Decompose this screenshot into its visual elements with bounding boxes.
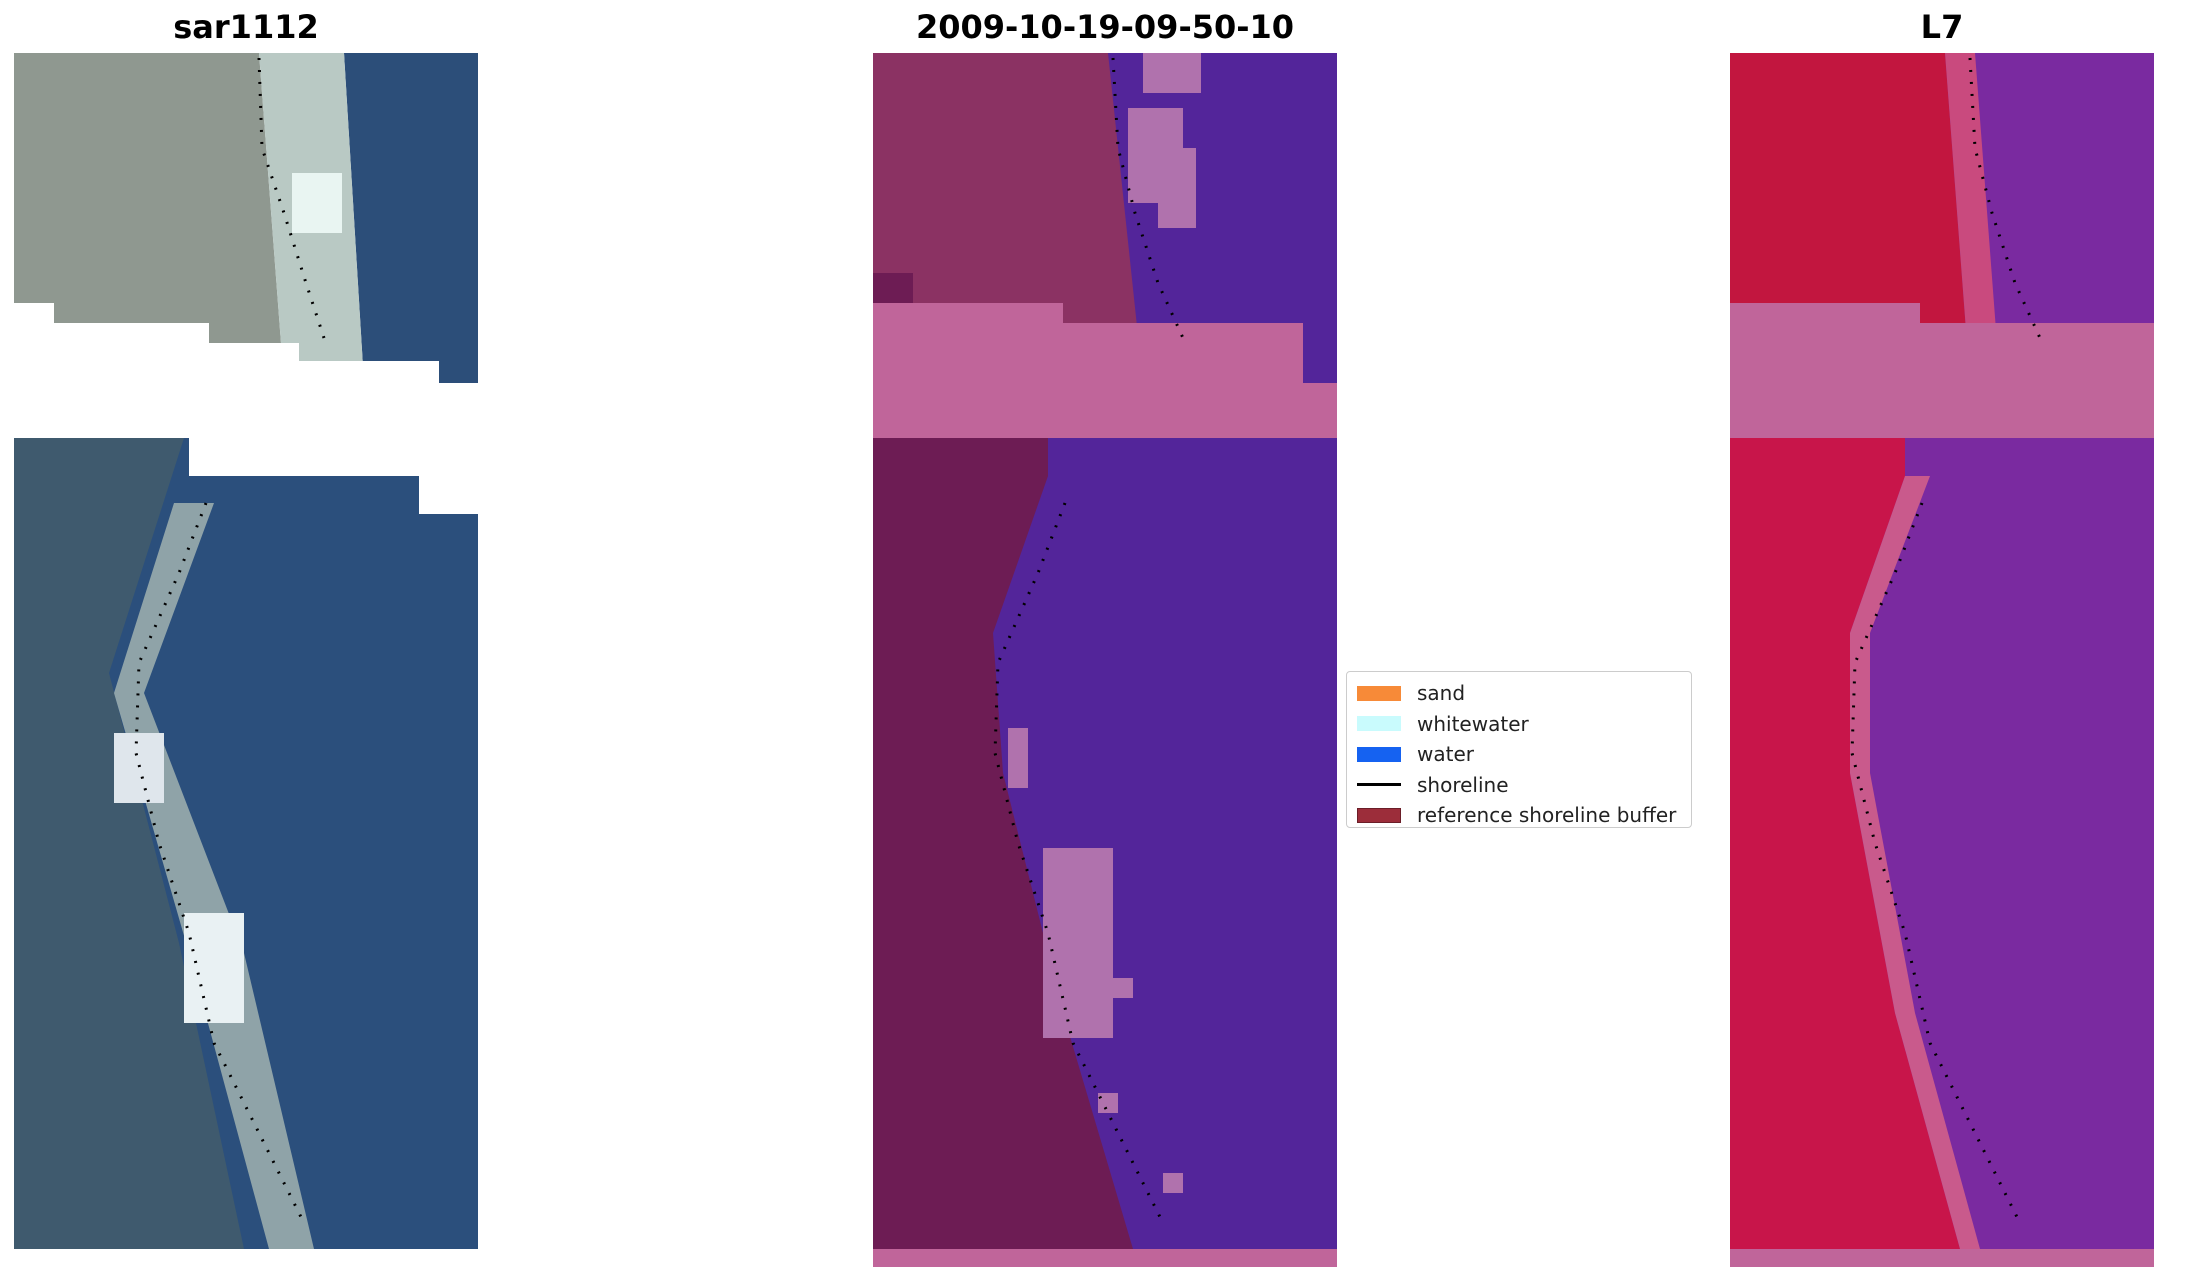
- ndwi-land-bottom: [1730, 438, 1960, 1249]
- ndwi-pink-bottom-strip: [1730, 1249, 2154, 1267]
- class-shoreline-top: [1111, 57, 1185, 339]
- rgb-land-bottom: [14, 438, 244, 1249]
- index-image-panel: [1730, 53, 2154, 1267]
- legend-swatch-reference-buffer: [1357, 807, 1401, 823]
- rgb-land-top: [14, 53, 284, 383]
- rgb-surf-highlight: [292, 173, 342, 233]
- class-whitewater-bottom-4: [1098, 1093, 1118, 1113]
- legend-label: water: [1417, 742, 1474, 767]
- class-pink-bottom-strip: [873, 1249, 1337, 1267]
- class-whitewater-bottom-1: [1008, 728, 1028, 788]
- class-whitewater-top-3: [1158, 148, 1196, 228]
- rgb-water-top: [344, 53, 478, 383]
- ndwi-shoreline-top: [1968, 57, 2042, 339]
- class-whitewater-bottom-5: [1163, 1173, 1183, 1193]
- rgb-surf-bottom: [114, 503, 314, 1249]
- legend-item-water: water: [1357, 739, 1681, 770]
- panel-title-index: L7: [1920, 8, 1964, 46]
- ndwi-transition-top: [1945, 53, 2000, 383]
- class-land-bottom: [873, 438, 1133, 1249]
- class-land-top: [873, 53, 1143, 383]
- panel-title-classified: 2009-10-19-09-50-10: [915, 8, 1295, 46]
- legend: sand whitewater water shoreline referenc…: [1346, 671, 1692, 828]
- legend-label: shoreline: [1417, 772, 1509, 797]
- legend-swatch-sand: [1357, 685, 1401, 701]
- legend-item-shoreline: shoreline: [1357, 770, 1681, 801]
- classified-image-panel: [873, 53, 1337, 1267]
- legend-label: whitewater: [1417, 711, 1529, 736]
- panel-title-rgb: sar1112: [173, 8, 319, 46]
- legend-item-whitewater: whitewater: [1357, 709, 1681, 740]
- rgb-shoreline-top: [257, 57, 326, 339]
- class-whitewater-bottom-3: [1103, 978, 1133, 998]
- rgb-surf-bright-1: [114, 733, 164, 803]
- legend-line-shoreline: [1357, 783, 1401, 787]
- legend-item-sand: sand: [1357, 678, 1681, 709]
- ndwi-transition-bottom: [1850, 476, 1980, 1249]
- legend-item-reference-buffer: reference shoreline buffer: [1357, 800, 1681, 831]
- rgb-image-panel: [14, 53, 478, 1249]
- legend-label: reference shoreline buffer: [1417, 803, 1677, 828]
- legend-swatch-water: [1357, 746, 1401, 762]
- rgb-surf-bright-2: [184, 913, 244, 1023]
- class-whitewater-top-1: [1143, 53, 1201, 93]
- class-whitewater-bottom-2: [1043, 848, 1113, 1038]
- ndwi-land-top: [1730, 53, 1970, 383]
- legend-label: sand: [1417, 681, 1466, 706]
- legend-swatch-whitewater: [1357, 716, 1401, 732]
